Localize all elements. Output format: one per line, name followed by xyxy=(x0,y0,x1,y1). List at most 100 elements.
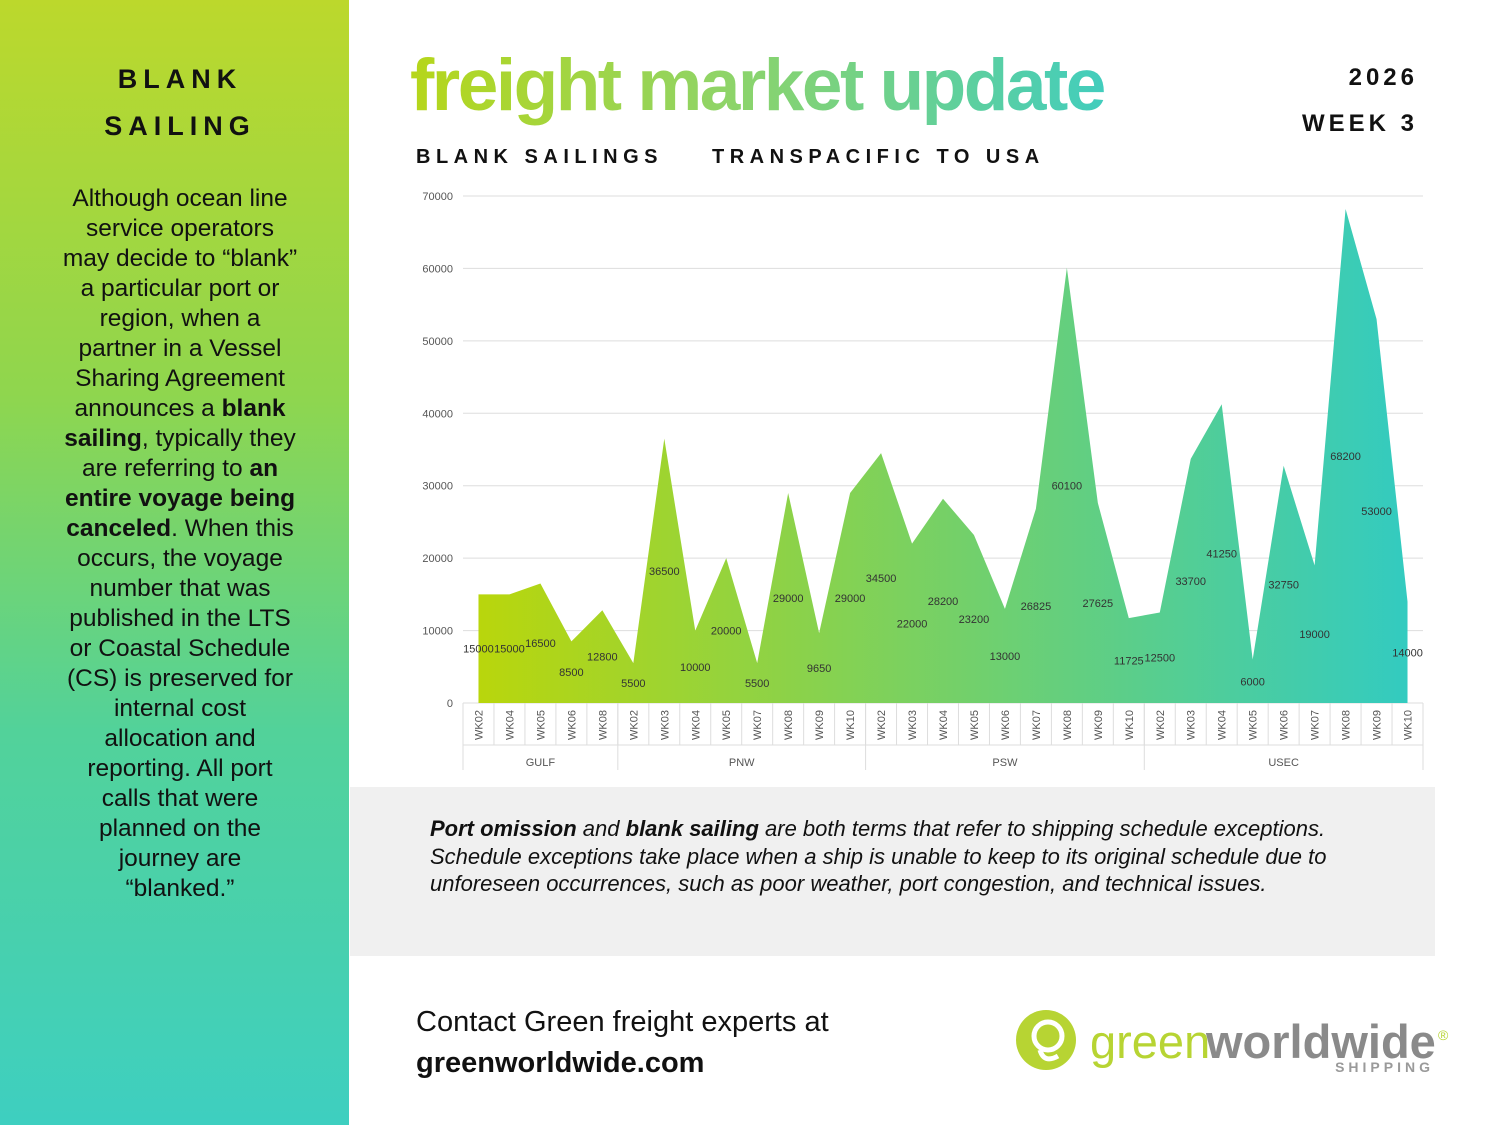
x-tick-label: WK03 xyxy=(1186,710,1198,740)
x-tick-label: WK10 xyxy=(845,710,857,740)
x-tick-label: WK08 xyxy=(783,710,795,740)
y-tick-label: 30000 xyxy=(422,481,453,493)
data-label: 19000 xyxy=(1299,629,1330,641)
x-tick-label: WK06 xyxy=(1000,710,1012,740)
logo-icon xyxy=(1037,1049,1060,1062)
x-tick-label: WK02 xyxy=(473,710,485,740)
week: WEEK 3 xyxy=(1301,110,1418,137)
logo-green: green xyxy=(1090,1015,1210,1068)
logo-sub: SHIPPING xyxy=(1335,1059,1434,1075)
x-tick-label: WK07 xyxy=(1031,710,1043,740)
data-label: 23200 xyxy=(959,614,990,626)
x-tick-label: WK09 xyxy=(1093,710,1105,740)
x-tick-label: WK02 xyxy=(876,710,888,740)
sidebar-text: , typically they are referring to xyxy=(81,425,296,482)
group-label: PNW xyxy=(729,757,755,769)
x-tick-label: WK02 xyxy=(628,710,640,740)
x-tick-label: WK04 xyxy=(938,710,950,740)
data-label: 15000 xyxy=(463,644,494,656)
page-title: freight market update xyxy=(410,45,1106,126)
sidebar-text: . When this occurs, the voyage number th… xyxy=(66,515,294,902)
x-tick-label: WK06 xyxy=(1279,710,1291,740)
data-label: 34500 xyxy=(866,573,897,585)
y-tick-label: 20000 xyxy=(422,553,453,565)
data-label: 32750 xyxy=(1268,579,1299,591)
y-tick-label: 40000 xyxy=(422,408,453,420)
data-label: 11725 xyxy=(1114,656,1144,668)
data-label: 10000 xyxy=(680,662,711,674)
sidebar-text: an entire voyage being canceled xyxy=(64,455,296,542)
sidebar-text: blank sailing xyxy=(64,395,286,452)
x-tick-label: WK04 xyxy=(690,710,702,740)
contact-link[interactable]: greenworldwide.com xyxy=(416,1047,705,1079)
note-box: Port omission and blank sailing are both… xyxy=(350,787,1435,956)
logo: green worldwide ® SHIPPING xyxy=(1016,1010,1449,1075)
data-label: 28200 xyxy=(928,596,959,608)
data-label: 53000 xyxy=(1361,506,1392,518)
data-label: 20000 xyxy=(711,626,742,638)
sidebar-text: Although ocean line service operators ma… xyxy=(62,185,298,422)
logo-icon xyxy=(1016,1010,1076,1070)
data-label: 29000 xyxy=(773,593,804,605)
y-tick-label: 60000 xyxy=(422,263,453,275)
data-label: 22000 xyxy=(897,618,928,630)
data-label: 26825 xyxy=(1021,601,1052,613)
data-label: 36500 xyxy=(649,566,680,578)
data-label: 8500 xyxy=(559,667,583,679)
data-label: 5500 xyxy=(621,678,645,690)
y-tick-label: 70000 xyxy=(422,191,453,203)
x-tick-label: WK03 xyxy=(659,710,671,740)
data-label: 5500 xyxy=(745,678,769,690)
sidebar: BLANK SAILING Although ocean line servic… xyxy=(0,0,349,1125)
data-label: 29000 xyxy=(835,593,866,605)
x-tick-label: WK08 xyxy=(597,710,609,740)
group-label: GULF xyxy=(526,757,556,769)
data-label: 16500 xyxy=(525,638,556,650)
y-tick-label: 50000 xyxy=(422,336,453,348)
data-label: 27625 xyxy=(1083,598,1114,610)
logo-mark: ® xyxy=(1438,1027,1449,1043)
area xyxy=(478,209,1408,703)
y-tick-label: 0 xyxy=(447,698,453,710)
sidebar-title: BLANK SAILING xyxy=(104,64,256,141)
data-label: 33700 xyxy=(1175,576,1206,588)
data-label: 13000 xyxy=(990,651,1021,663)
chart-title: BLANK SAILINGS xyxy=(416,146,663,168)
data-label: 6000 xyxy=(1240,676,1264,688)
x-tick-label: WK05 xyxy=(1248,710,1260,740)
x-tick-label: WK09 xyxy=(814,710,826,740)
chart-subtitle: TRANSPACIFIC TO USA xyxy=(712,146,1045,168)
note-segment: and xyxy=(576,816,626,841)
data-label: 60100 xyxy=(1052,480,1083,492)
x-tick-label: WK07 xyxy=(1310,710,1322,740)
note-segment: Port omission xyxy=(430,816,577,841)
data-label: 9650 xyxy=(807,663,831,675)
note-segment: are both terms that refer to shipping sc… xyxy=(430,816,1327,896)
group-label: PSW xyxy=(992,757,1018,769)
group-label: USEC xyxy=(1268,757,1299,769)
data-label: 12500 xyxy=(1144,653,1175,665)
data-label: 14000 xyxy=(1392,647,1423,659)
logo-icon xyxy=(1031,1019,1065,1053)
note-segment: blank sailing xyxy=(625,816,759,841)
year: 2026 xyxy=(1348,64,1418,91)
x-tick-label: WK05 xyxy=(721,710,733,740)
contact: Contact Green freight experts at greenwo… xyxy=(416,1002,829,1084)
x-tick-label: WK04 xyxy=(504,710,516,740)
data-label: 12800 xyxy=(587,652,618,664)
y-tick-label: 10000 xyxy=(422,626,453,638)
x-tick-label: WK08 xyxy=(1062,710,1074,740)
data-label: 68200 xyxy=(1330,451,1361,463)
x-tick-label: WK09 xyxy=(1372,710,1384,740)
note-text: Port omission and blank sailing are both… xyxy=(430,815,1380,898)
x-tick-label: WK10 xyxy=(1124,710,1136,740)
logo-worldwide: worldwide xyxy=(1205,1015,1436,1068)
x-tick-label: WK03 xyxy=(907,710,919,740)
data-label: 41250 xyxy=(1206,549,1237,561)
x-tick-label: WK08 xyxy=(1341,710,1353,740)
contact-text: Contact Green freight experts at xyxy=(416,1006,829,1038)
x-tick-label: WK05 xyxy=(969,710,981,740)
x-tick-label: WK07 xyxy=(752,710,764,740)
